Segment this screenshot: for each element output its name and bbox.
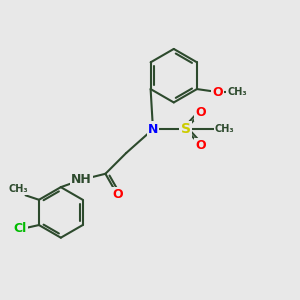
Text: O: O <box>112 188 123 201</box>
Text: CH₃: CH₃ <box>8 184 28 194</box>
Text: CH₃: CH₃ <box>214 124 234 134</box>
Text: Cl: Cl <box>13 221 26 235</box>
Text: O: O <box>212 85 223 98</box>
Text: CH₃: CH₃ <box>227 87 247 97</box>
Text: N: N <box>148 123 158 136</box>
Text: O: O <box>195 139 206 152</box>
Text: O: O <box>195 106 206 119</box>
Text: NH: NH <box>71 173 92 186</box>
Text: S: S <box>181 122 191 136</box>
